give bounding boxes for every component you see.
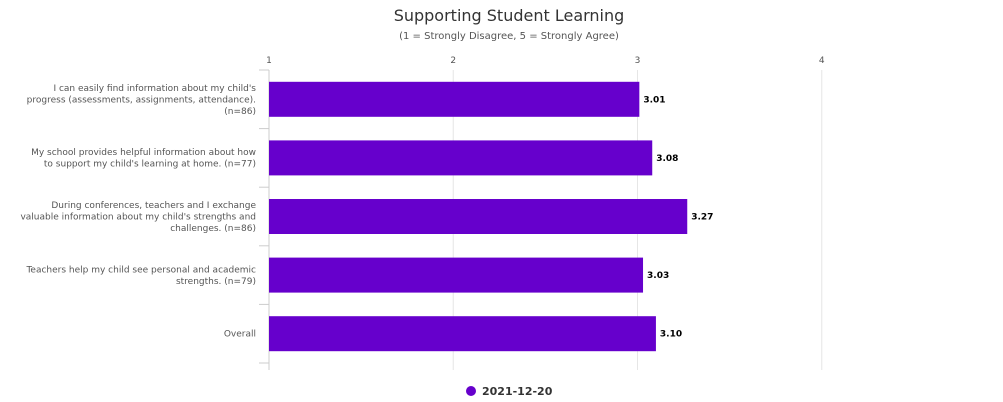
data-label: 3.03 (647, 271, 669, 281)
bars (269, 81, 688, 352)
legend-label[interactable]: 2021-12-20 (482, 385, 553, 398)
category-label: My school provides helpful information a… (31, 148, 256, 170)
legend[interactable]: 2021-12-20 (466, 385, 553, 398)
bar[interactable] (269, 140, 653, 176)
chart-title: Supporting Student Learning (394, 6, 625, 25)
x-tick-label: 1 (266, 56, 272, 66)
chart-subtitle: (1 = Strongly Disagree, 5 = Strongly Agr… (399, 31, 619, 42)
bar[interactable] (269, 257, 644, 293)
bar[interactable] (269, 81, 640, 117)
y-axis (259, 69, 270, 370)
data-label: 3.08 (656, 154, 678, 164)
data-label: 3.27 (691, 213, 713, 223)
legend-marker[interactable] (466, 386, 476, 396)
x-axis-ticks: 12345 (266, 56, 825, 66)
data-label: 3.10 (660, 330, 682, 340)
category-label: Overall (224, 330, 256, 340)
bar[interactable] (269, 199, 688, 234)
x-tick-label: 2 (450, 56, 456, 66)
category-label: During conferences, teachers and I excha… (20, 201, 256, 234)
category-label: I can easily find information about my c… (27, 84, 257, 117)
x-tick-label: 4 (819, 56, 825, 66)
category-labels: I can easily find information about my c… (20, 84, 256, 340)
category-label: Teachers help my child see personal and … (25, 265, 256, 287)
data-labels: 3.01 3.08 3.27 3.03 3.10 (643, 95, 713, 339)
bar[interactable] (269, 316, 656, 352)
x-tick-label: 3 (635, 56, 641, 66)
data-label: 3.01 (643, 95, 665, 105)
